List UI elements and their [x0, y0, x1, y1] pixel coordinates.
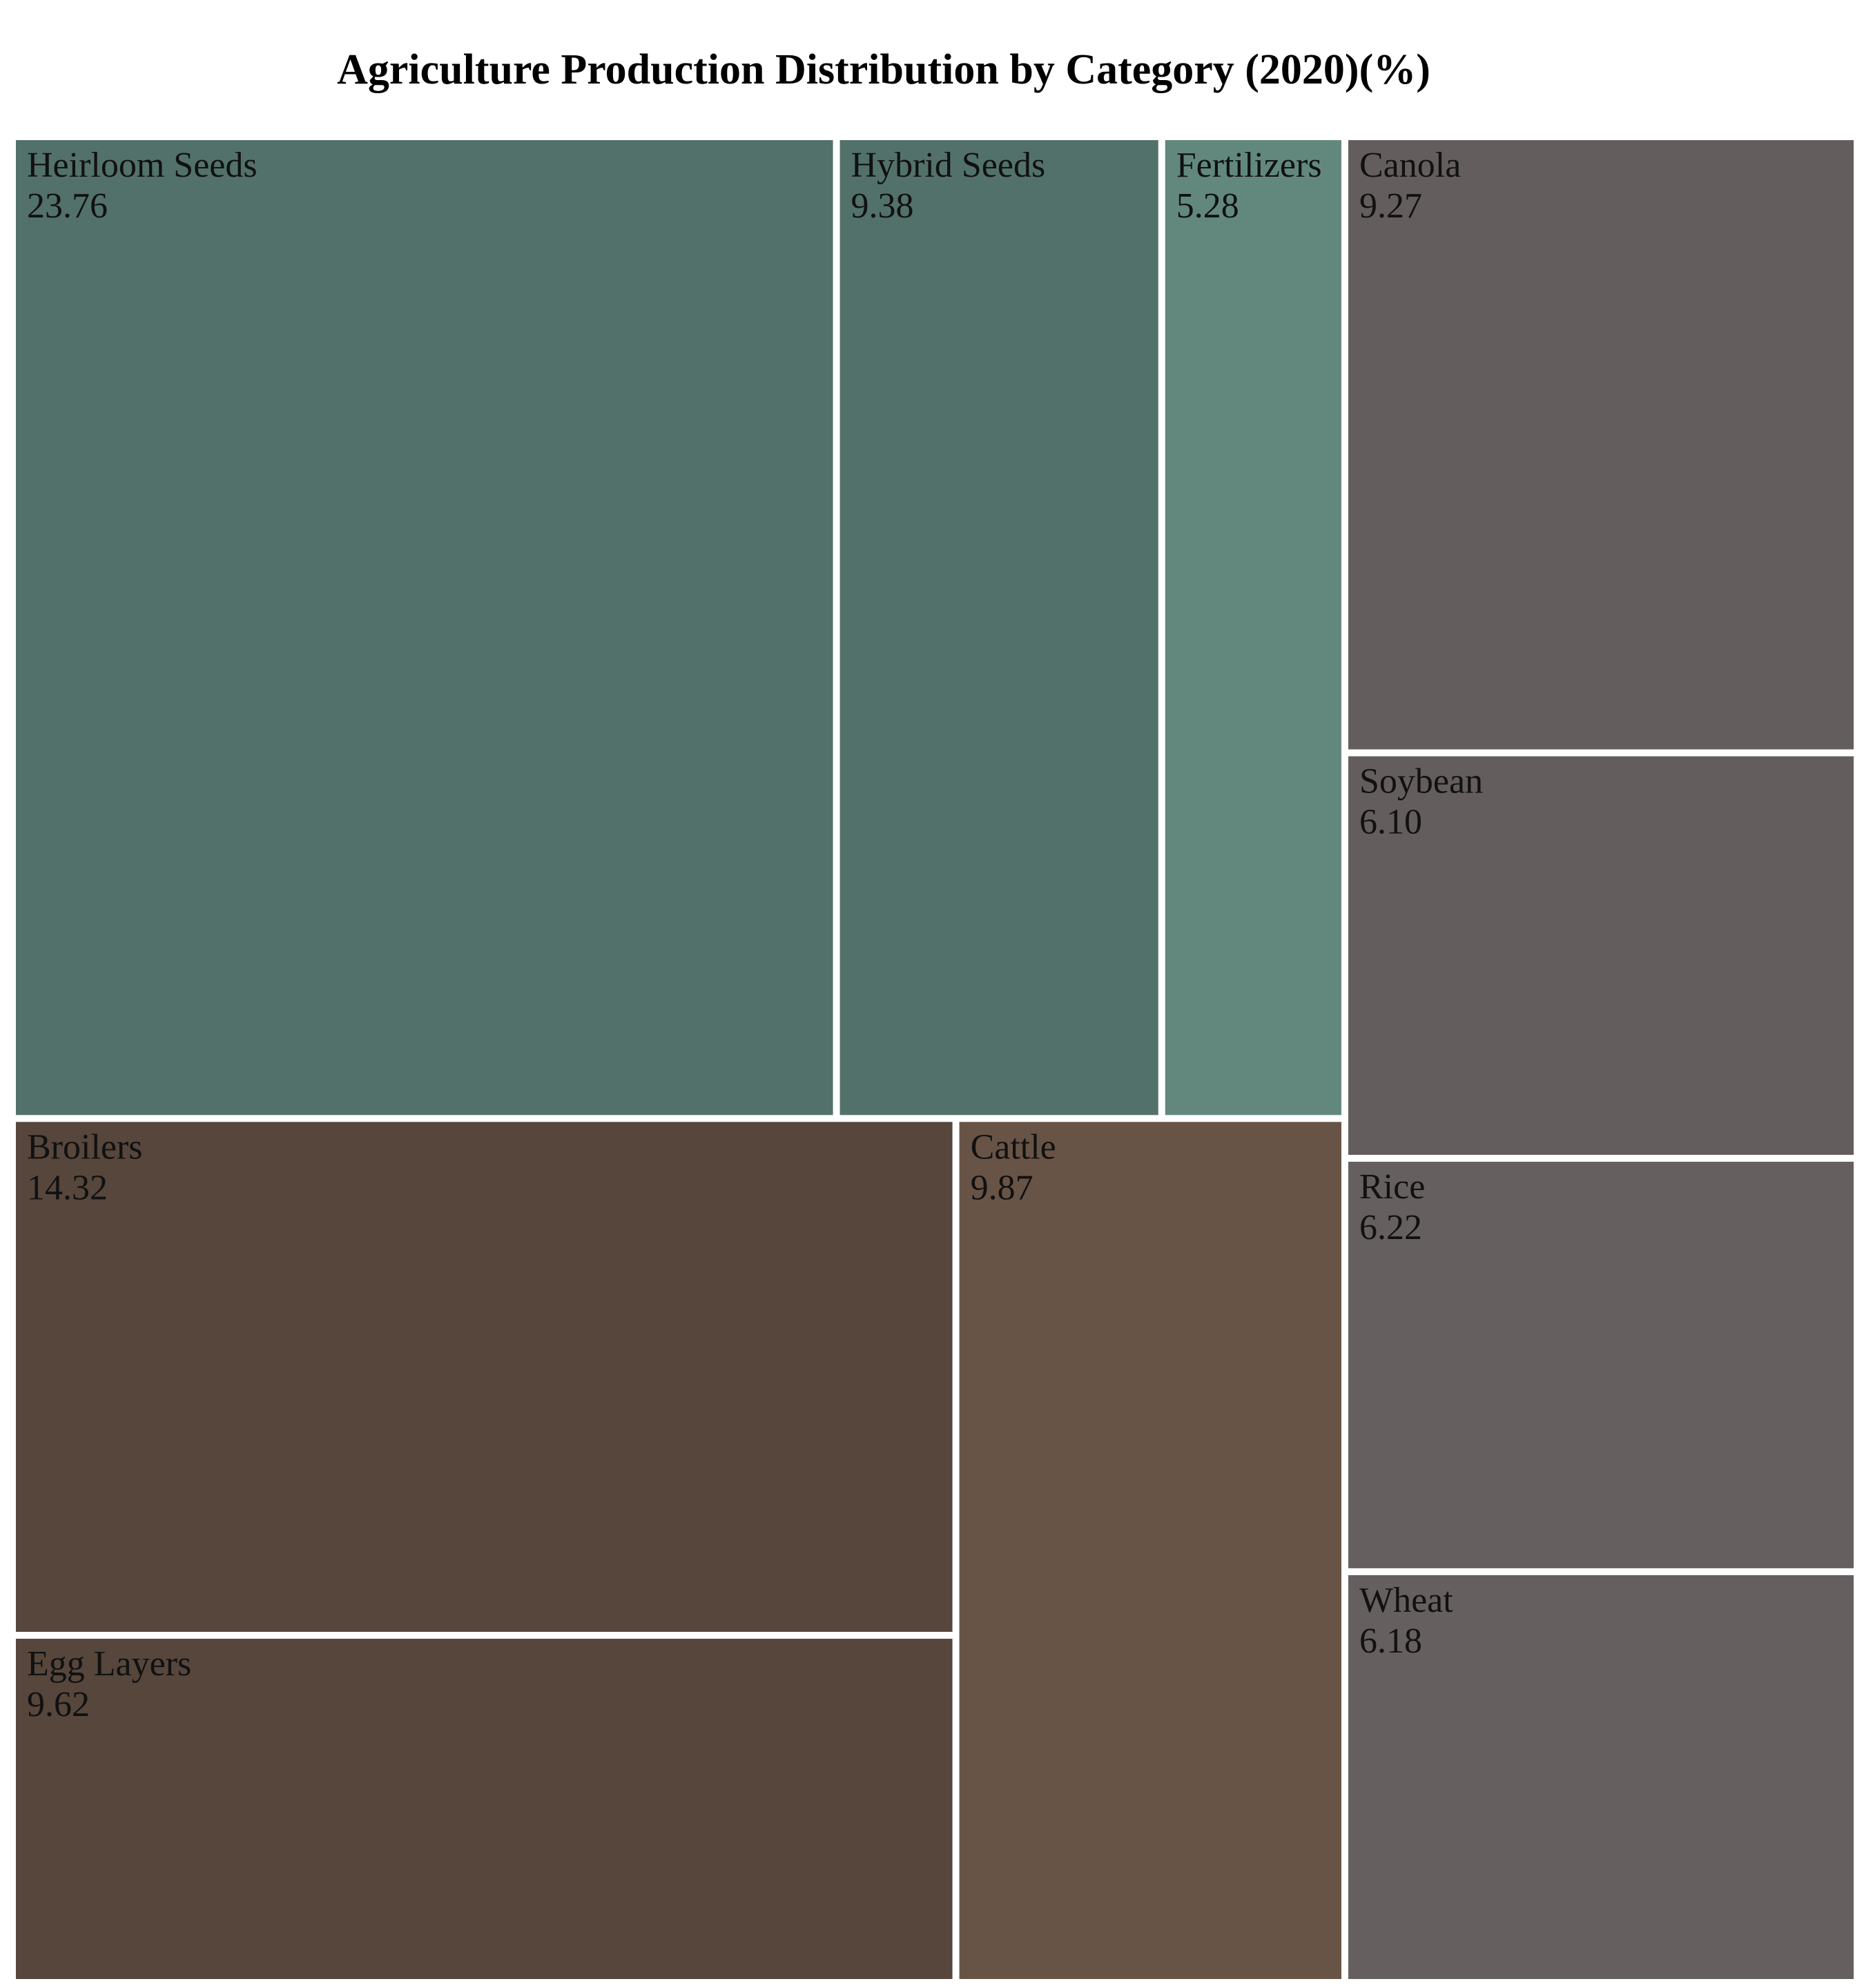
tile-rect: [16, 140, 833, 1115]
tile-rect: [959, 1122, 1341, 1979]
tile-rect: [839, 140, 1158, 1115]
tile-value: 6.10: [1359, 803, 1422, 842]
tile-value: 6.22: [1359, 1208, 1422, 1247]
tile-label: Hybrid Seeds: [851, 146, 1046, 185]
tile-value: 9.87: [971, 1168, 1033, 1207]
chart-title: Agriculture Production Distribution by C…: [337, 46, 1430, 93]
tile-label: Rice: [1359, 1167, 1425, 1207]
tile-rect: [16, 1122, 953, 1633]
tile-label: Fertilizers: [1176, 146, 1322, 185]
tile-rect: [1348, 1575, 1854, 1979]
tile-value: 6.18: [1359, 1621, 1422, 1661]
tile-label: Canola: [1359, 146, 1461, 185]
tile-label: Egg Layers: [27, 1644, 191, 1684]
tile-label: Cattle: [971, 1127, 1056, 1167]
tile-value: 14.32: [27, 1168, 108, 1207]
tile-value: 9.27: [1359, 186, 1422, 226]
tile-label: Wheat: [1359, 1581, 1453, 1620]
tile-value: 23.76: [27, 186, 108, 226]
tile-label: Soybean: [1359, 762, 1483, 801]
tile-value: 9.38: [851, 186, 914, 226]
tile-label: Heirloom Seeds: [27, 146, 258, 185]
tile-rect: [1348, 756, 1854, 1155]
tile-rect: [1348, 1161, 1854, 1568]
tile-label: Broilers: [27, 1127, 143, 1167]
tile-rect: [16, 1639, 953, 1979]
tile-rect: [1165, 140, 1341, 1115]
tile-value: 9.62: [27, 1685, 90, 1724]
tile-value: 5.28: [1176, 186, 1239, 226]
tile-rect: [1348, 140, 1854, 750]
